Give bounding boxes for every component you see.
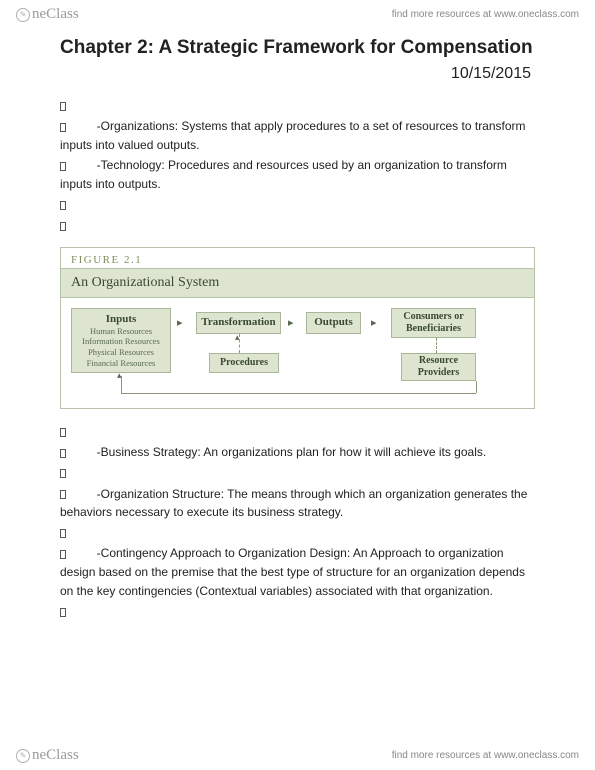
definitions-bullets: -Business Strategy: An organizations pla… (60, 423, 535, 621)
bullet-row (60, 97, 535, 116)
box-providers-label: Resource Providers (406, 355, 471, 379)
box-consumers-label: Consumers or Beneficiaries (396, 311, 471, 335)
bullet-row: -Organizations: Systems that apply proce… (60, 117, 535, 154)
bullet-row: -Technology: Procedures and resources us… (60, 156, 535, 193)
box-outputs-label: Outputs (311, 316, 356, 329)
box-inputs-line: Financial Resources (76, 358, 166, 369)
brand-text: neClass (32, 6, 79, 23)
bullet-icon (60, 449, 66, 458)
bullet-icon (60, 608, 66, 617)
bullet-icon (60, 201, 66, 210)
bullet-icon (60, 490, 66, 499)
arrow-up-icon: ▴ (117, 370, 122, 381)
figure-title: An Organizational System (61, 268, 534, 298)
def-technology: -Technology: Procedures and resources us… (60, 158, 507, 191)
bullet-row: -Business Strategy: An organizations pla… (60, 443, 535, 462)
brand-url: find more resources at www.oneclass.com (392, 750, 579, 761)
box-consumers: Consumers or Beneficiaries (391, 308, 476, 338)
connector-line (476, 381, 477, 393)
def-organizations: -Organizations: Systems that apply proce… (60, 119, 526, 152)
bullet-icon (60, 102, 66, 111)
bullet-icon (60, 162, 66, 171)
arrow-icon: ▸ (288, 316, 294, 329)
bullet-row (60, 196, 535, 215)
box-inputs-line: Physical Resources (76, 347, 166, 358)
watermark-footer: ✎ neClass find more resources at www.one… (0, 741, 595, 770)
brand-logo: ✎ neClass (16, 6, 79, 23)
box-transformation: Transformation (196, 312, 281, 334)
connector-line (121, 393, 476, 394)
box-procedures: Procedures (209, 353, 279, 373)
bullet-row (60, 216, 535, 235)
bullet-row (60, 524, 535, 543)
def-org-structure: -Organization Structure: The means throu… (60, 487, 527, 520)
bullet-icon (60, 428, 66, 437)
bullet-icon (60, 123, 66, 132)
def-contingency: -Contingency Approach to Organization De… (60, 546, 525, 597)
bullet-icon (60, 469, 66, 478)
page-date: 10/15/2015 (60, 65, 535, 83)
brand-icon: ✎ (16, 8, 30, 22)
box-inputs-title: Inputs (76, 313, 166, 326)
box-inputs-line: Information Resources (76, 336, 166, 347)
box-inputs-line: Human Resources (76, 326, 166, 337)
bullet-row: -Contingency Approach to Organization De… (60, 544, 535, 600)
arrow-up-icon: ▴ (235, 332, 240, 343)
page-content: Chapter 2: A Strategic Framework for Com… (0, 0, 595, 621)
arrow-icon: ▸ (371, 316, 377, 329)
brand-logo: ✎ neClass (16, 747, 79, 764)
figure-2-1: Figure 2.1 An Organizational System Inpu… (60, 247, 535, 409)
bullet-row: -Organization Structure: The means throu… (60, 485, 535, 522)
bullet-row (60, 602, 535, 621)
box-inputs: Inputs Human Resources Information Resou… (71, 308, 171, 373)
page-title: Chapter 2: A Strategic Framework for Com… (60, 36, 535, 61)
box-procedures-label: Procedures (214, 357, 274, 369)
box-providers: Resource Providers (401, 353, 476, 381)
bullet-icon (60, 222, 66, 231)
bullet-row (60, 464, 535, 483)
arrow-icon: ▸ (177, 316, 183, 329)
box-transformation-label: Transformation (201, 316, 276, 329)
intro-bullets: -Organizations: Systems that apply proce… (60, 97, 535, 235)
bullet-icon (60, 529, 66, 538)
figure-label: Figure 2.1 (61, 248, 534, 268)
brand-url: find more resources at www.oneclass.com (392, 9, 579, 20)
brand-icon: ✎ (16, 749, 30, 763)
connector-line (436, 338, 437, 353)
bullet-row (60, 423, 535, 442)
box-outputs: Outputs (306, 312, 361, 334)
figure-diagram: Inputs Human Resources Information Resou… (61, 298, 534, 408)
bullet-icon (60, 550, 66, 559)
def-business-strategy: -Business Strategy: An organizations pla… (97, 445, 487, 459)
watermark-header: ✎ neClass find more resources at www.one… (0, 0, 595, 29)
brand-text: neClass (32, 747, 79, 764)
